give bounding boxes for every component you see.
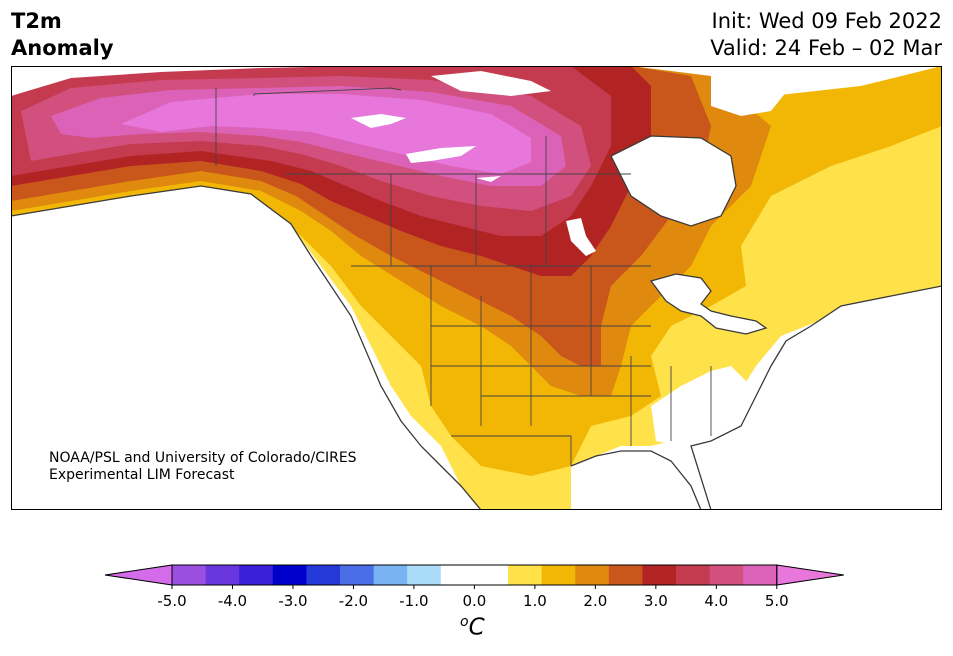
- lake-athabasca: [476, 176, 501, 182]
- colorbar: -5.0 -4.0 -3.0 -2.0 -1.0 0.0 1.0 2.0 3.0 4.0 5.0: [104, 564, 844, 610]
- colorbar-tick-label: -3.0: [278, 592, 307, 610]
- colorbar-tick-label: -5.0: [157, 592, 186, 610]
- colorbar-tick-label: 0.0: [462, 592, 486, 610]
- colorbar-tick-label: -1.0: [399, 592, 428, 610]
- colorbar-cell: [743, 565, 778, 585]
- credit-line-1: NOAA/PSL and University of Colorado/CIRE…: [49, 450, 357, 466]
- colorbar-tick-label: 3.0: [644, 592, 668, 610]
- baffin-bay: [711, 66, 791, 116]
- colorbar-cell: [172, 565, 207, 585]
- colorbar-tick-label: 5.0: [765, 592, 789, 610]
- great-slave-lake: [406, 146, 476, 163]
- colorbar-cell: [306, 565, 341, 585]
- colorbar-cell: [709, 565, 744, 585]
- colorbar-tick-label: -2.0: [339, 592, 368, 610]
- colorbar-arrow-high: [776, 564, 844, 586]
- colorbar-cell: [440, 565, 475, 585]
- colorbar-cell: [575, 565, 610, 585]
- colorbar-cell: [340, 565, 375, 585]
- colorbar-tick-label: 2.0: [583, 592, 607, 610]
- colorbar-cell: [205, 565, 240, 585]
- colorbar-tick-label: 1.0: [523, 592, 547, 610]
- arctic-channel: [431, 71, 551, 96]
- colorbar-cell: [407, 565, 442, 585]
- map-title: T2m Anomaly: [11, 8, 114, 62]
- atlantic-ocean: [691, 286, 942, 510]
- coastlines: [11, 135, 942, 510]
- southeast-neutral-region: [651, 366, 751, 446]
- credit-text: NOAA/PSL and University of Colorado/CIRE…: [49, 450, 357, 484]
- init-date: Init: Wed 09 Feb 2022: [711, 9, 942, 33]
- colorbar-tick-label: 4.0: [704, 592, 728, 610]
- colorbar-cell: [239, 565, 274, 585]
- colorbar-cell: [474, 565, 509, 585]
- colorbar-cell: [272, 565, 307, 585]
- political-borders: [215, 87, 712, 466]
- great-bear-lake: [351, 114, 406, 128]
- colorbar-cell: [608, 565, 643, 585]
- unit-letter: C: [468, 614, 485, 641]
- valid-date: Valid: 24 Feb – 02 Mar: [710, 36, 942, 60]
- gulf-of-mexico: [571, 451, 701, 510]
- colorbar-cell: [508, 565, 543, 585]
- colorbar-cell: [676, 565, 711, 585]
- colorbar-unit: oC: [460, 614, 485, 641]
- colorbar-cell: [373, 565, 408, 585]
- colorbar-cell: [642, 565, 677, 585]
- pacific-ocean: [11, 186, 481, 510]
- anomaly-map: [11, 66, 942, 510]
- map-frame: [11, 66, 942, 510]
- forecast-dates: Init: Wed 09 Feb 2022 Valid: 24 Feb – 02…: [710, 8, 942, 62]
- lake-winnipeg: [566, 218, 596, 256]
- credit-line-2: Experimental LIM Forecast: [49, 467, 235, 483]
- colorbar-cell: [541, 565, 576, 585]
- great-lakes: [651, 274, 766, 334]
- colorbar-tick-label: -4.0: [218, 592, 247, 610]
- unit-degree: o: [460, 614, 469, 630]
- title-type: Anomaly: [11, 36, 114, 60]
- title-variable: T2m: [11, 9, 62, 33]
- colorbar-arrow-low: [104, 564, 173, 586]
